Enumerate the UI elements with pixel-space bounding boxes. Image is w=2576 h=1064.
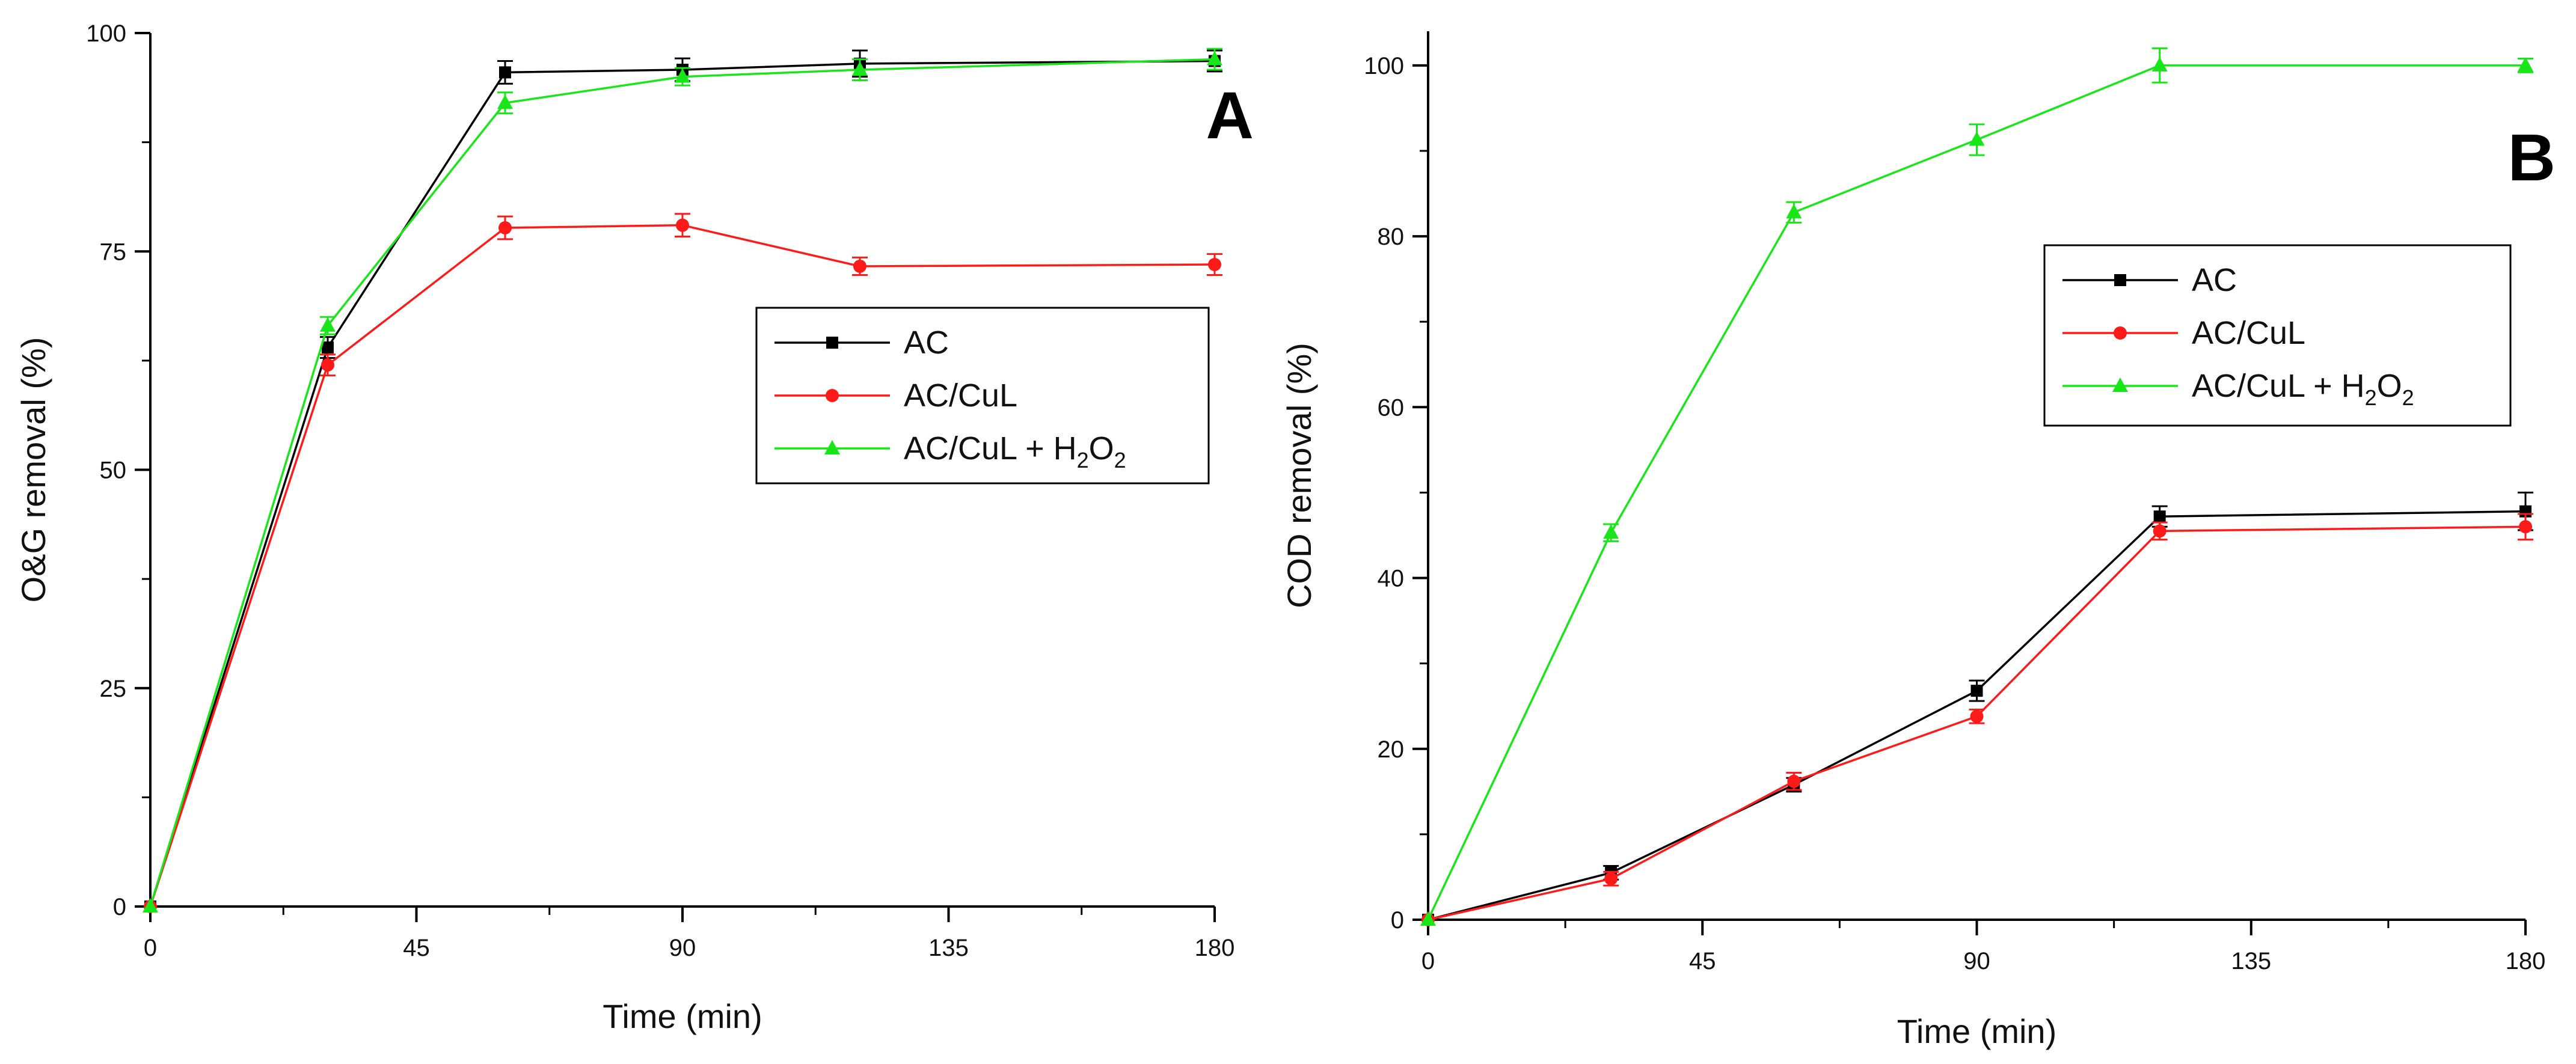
panel-b-series-ac-cul-h2o2-point xyxy=(1420,911,1436,926)
panel-b-series-ac-cul-h2o2 xyxy=(1420,47,2533,926)
panel-a-series-ac-cul-h2o2-point xyxy=(1207,50,1222,66)
panel-a-x-tick-label: 90 xyxy=(669,935,696,961)
panel-a-y-tick-label: 75 xyxy=(100,239,127,265)
panel-b-x-tick-label: 180 xyxy=(2506,948,2546,974)
panel-a-series-ac-cul xyxy=(144,213,1222,913)
panel-b-x-tick-label: 90 xyxy=(1963,948,1990,974)
panel-b-series-ac-cul-h2o2-line xyxy=(1427,64,2525,920)
panel-a-y-tick-label: 50 xyxy=(100,457,127,484)
panel-b-legend-label: AC/CuL xyxy=(2192,315,2305,351)
panel-b-chart: 0 45 90 135 180 0 20 40 60 80 100 Time (min) COD rem… xyxy=(1280,31,2556,1050)
panel-a-y-tick-label: 100 xyxy=(86,20,126,47)
panel-b-x-axis-title: Time (min) xyxy=(1897,1012,2056,1050)
panel-b-legend-marker xyxy=(2112,378,2128,392)
panel-a-x-tick-label: 135 xyxy=(928,935,969,961)
panel-a-x-tick-label: 0 xyxy=(144,935,157,961)
panel-a-series-ac-point xyxy=(322,341,334,354)
panel-b-series-ac-point xyxy=(1970,685,1983,697)
panel-a-series-ac-line xyxy=(149,60,1215,907)
panel-b-x-tick-label: 0 xyxy=(1421,948,1435,974)
panel-b-legend-label: AC/CuL + H2O2 xyxy=(2192,368,2414,410)
panel-b-y-tick-label: 40 xyxy=(1378,566,1405,592)
panel-a-legend-marker xyxy=(826,389,839,402)
panel-a-series-ac-cul-point xyxy=(498,221,512,235)
panel-a-series-ac-cul-point xyxy=(1208,258,1221,272)
panel-a-y-tick-label: 0 xyxy=(113,894,126,920)
panel-b-series-ac-cul-point xyxy=(1787,774,1801,788)
panel-b-y-axis-title: COD removal (%) xyxy=(1280,343,1318,608)
panel-a-series-ac-cul-h2o2-point xyxy=(320,317,336,332)
panel-b-y-tick-label: 80 xyxy=(1378,224,1405,250)
panel-b-series-ac-cul-h2o2-point xyxy=(1603,524,1619,539)
panel-a-legend-label: AC/CuL + H2O2 xyxy=(904,430,1126,472)
panel-a-series-ac-point xyxy=(499,66,511,79)
panel-b-series-ac-cul-point xyxy=(1970,709,1984,723)
panel-b-series-ac-line xyxy=(1428,510,2526,921)
panel-a-series-ac-cul-point xyxy=(321,358,334,372)
panel-a-series-ac-cul-h2o2 xyxy=(143,47,1222,913)
panel-b-legend-marker xyxy=(2114,274,2126,286)
panel-b-series-ac-cul-point xyxy=(2153,524,2167,538)
panel-a-legend: AC AC/CuL AC/CuL + H2O2 xyxy=(755,307,1210,485)
panel-b-series-ac-cul-point xyxy=(2519,520,2532,534)
panel-b-y-tick-label: 100 xyxy=(1364,53,1404,79)
panel-a-legend-marker xyxy=(824,440,840,454)
panel-a-series-ac-cul-h2o2-point xyxy=(497,94,513,109)
panel-b-series-ac-cul-h2o2-point xyxy=(1969,131,1985,146)
panel-a-series-ac-cul-line xyxy=(149,224,1215,907)
panel-a-series-ac-cul-h2o2-point xyxy=(143,898,158,913)
panel-b-y-tick-label: 60 xyxy=(1378,394,1405,421)
panel-b-x-tick-label: 135 xyxy=(2231,948,2271,974)
panel-a-chart: 0 45 90 135 180 0 25 50 75 100 Time (min) O&G remov… xyxy=(14,20,1254,1035)
panel-b-series-ac-cul-h2o2-point xyxy=(1786,204,1802,219)
panel-b-x-tick-label: 45 xyxy=(1689,948,1716,974)
panel-b-series-ac-cul-point xyxy=(1604,872,1618,885)
panel-b-legend-marker xyxy=(2114,326,2127,340)
panel-b-y-tick-label: 0 xyxy=(1391,907,1404,934)
panel-a-series-ac-cul-h2o2-point xyxy=(852,61,868,76)
panel-a-legend-label: AC xyxy=(904,325,949,361)
panel-b-legend: AC AC/CuL AC/CuL + H2O2 xyxy=(2043,244,2512,427)
panel-a-x-tick-label: 45 xyxy=(403,935,430,961)
panel-b-series-ac-cul-line xyxy=(1428,525,2526,921)
panel-a-series-ac-cul-h2o2-point xyxy=(675,68,690,83)
panel-a-series-ac-cul-point xyxy=(853,259,866,273)
panel-a-y-axis-title: O&G removal (%) xyxy=(14,337,52,603)
panel-b-legend-label: AC xyxy=(2192,262,2237,298)
panel-b-series-ac-point xyxy=(2153,510,2166,523)
panel-a-y-tick-label: 25 xyxy=(100,676,127,702)
panel-a-series-ac-cul-point xyxy=(676,218,689,232)
panel-a-letter: A xyxy=(1206,79,1254,153)
panel-a-legend-label: AC/CuL xyxy=(904,378,1017,414)
panel-a-x-tick-label: 180 xyxy=(1195,935,1235,961)
panel-a-legend-marker xyxy=(826,337,838,349)
panel-b-series-ac-cul-h2o2-point xyxy=(2518,57,2533,72)
panel-a-series-ac-cul-h2o2-line xyxy=(149,58,1215,907)
panel-b-series-ac-cul-h2o2-point xyxy=(2151,57,2168,72)
panel-b-letter: B xyxy=(2508,121,2556,195)
panel-a-x-axis-title: Time (min) xyxy=(603,997,762,1035)
panel-b-series-ac-cul xyxy=(1421,513,2533,926)
panel-b-y-tick-label: 20 xyxy=(1378,736,1405,763)
